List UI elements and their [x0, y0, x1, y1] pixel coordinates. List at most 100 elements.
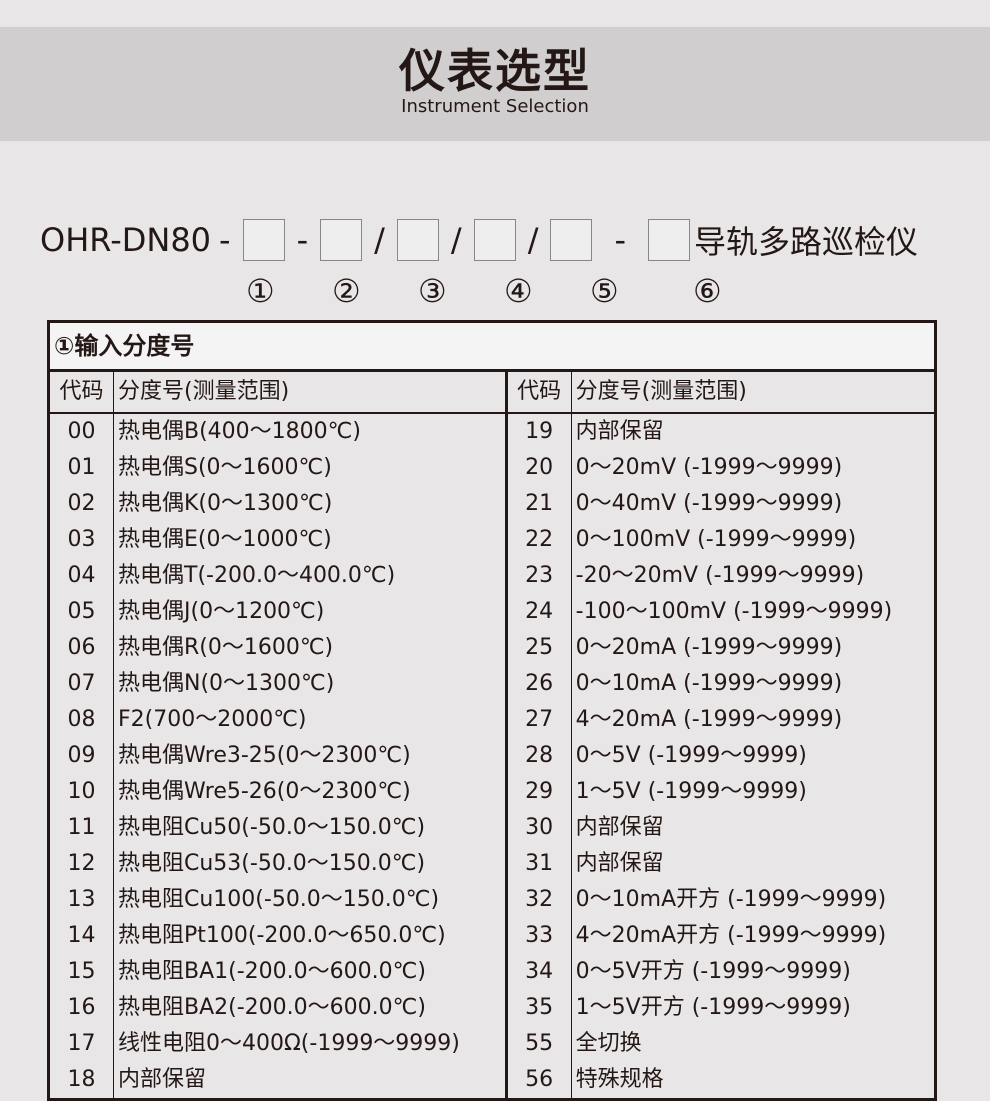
table-row: 10 热电偶Wre5-26(0～2300℃) 29 1～5V (-1999～9999) — [48, 774, 937, 810]
name-cell: 4～20mA (-1999～9999) — [570, 702, 937, 738]
table-row: 16 热电阻BA2(-200.0～600.0℃) 35 1～5V开方 (-1999～9… — [48, 990, 937, 1026]
code-cell: 32 — [505, 882, 572, 918]
header-code: 代码 — [48, 370, 114, 414]
name-cell: 内部保留 — [570, 810, 937, 846]
code-cell: 33 — [505, 918, 572, 954]
name-cell: 热电偶Wre5-26(0～2300℃) — [113, 774, 508, 810]
separator: - — [614, 221, 627, 259]
name-cell: 内部保留 — [570, 846, 937, 882]
section-header: 仪表选型 Instrument Selection — [0, 27, 990, 141]
table-row: 07 热电偶N(0～1300℃) 26 0～10mA (-1999～9999) — [48, 666, 937, 702]
code-cell: 25 — [505, 630, 572, 666]
separator: / — [374, 221, 385, 259]
code-cell: 29 — [505, 774, 572, 810]
name-cell: 热电偶N(0～1300℃) — [113, 666, 508, 702]
code-cell: 00 — [48, 413, 114, 450]
code-cell: 10 — [48, 774, 114, 810]
separator: - — [296, 221, 309, 259]
model-suffix: 导轨多路巡检仪 — [694, 223, 919, 261]
position-labels: ① ② ③ ④ ⑤ ⑥ — [0, 272, 990, 310]
code-cell: 09 — [48, 738, 114, 774]
table-row: 02 热电偶K(0～1300℃) 21 0～40mV (-1999～9999) — [48, 486, 937, 522]
code-cell: 24 — [505, 594, 572, 630]
code-cell: 30 — [505, 810, 572, 846]
code-cell: 21 — [505, 486, 572, 522]
code-cell: 06 — [48, 630, 114, 666]
model-prefix: OHR-DN80 — [40, 221, 212, 259]
code-cell: 28 — [505, 738, 572, 774]
name-cell: 热电阻BA1(-200.0～600.0℃) — [113, 954, 508, 990]
position-label: ⑥ — [693, 272, 722, 310]
table-row: 17 线性电阻0～400Ω(-1999～9999) 55 全切换 — [48, 1026, 937, 1062]
code-cell: 26 — [505, 666, 572, 702]
table-row: 13 热电阻Cu100(-50.0～150.0℃) 32 0～10mA开方 (-199… — [48, 882, 937, 918]
input-type-table: ①输入分度号 代码 分度号(测量范围) 代码 分度号(测量范围) 00 热电偶B(… — [47, 320, 937, 1101]
name-cell: 热电阻BA2(-200.0～600.0℃) — [113, 990, 508, 1026]
name-cell: 热电偶T(-200.0～400.0℃) — [113, 558, 508, 594]
name-cell: 1～5V (-1999～9999) — [570, 774, 937, 810]
name-cell: 0～20mA (-1999～9999) — [570, 630, 937, 666]
name-cell: 热电偶K(0～1300℃) — [113, 486, 508, 522]
code-cell: 35 — [505, 990, 572, 1026]
code-cell: 12 — [48, 846, 114, 882]
position-label: ⑤ — [590, 272, 619, 310]
code-cell: 31 — [505, 846, 572, 882]
name-cell: F2(700～2000℃) — [113, 702, 508, 738]
name-cell: 热电偶R(0～1600℃) — [113, 630, 508, 666]
model-code: OHR-DN80 - - / / / - 导轨多路巡检仪 — [40, 216, 918, 264]
code-cell: 19 — [505, 413, 572, 450]
name-cell: 线性电阻0～400Ω(-1999～9999) — [113, 1026, 508, 1062]
name-cell: 0～10mA (-1999～9999) — [570, 666, 937, 702]
separator: / — [527, 221, 539, 259]
name-cell: 热电偶J(0～1200℃) — [113, 594, 508, 630]
code-cell: 27 — [505, 702, 572, 738]
name-cell: 热电偶B(400～1800℃) — [113, 413, 508, 450]
position-label: ② — [332, 272, 361, 310]
name-cell: 热电阻Cu53(-50.0～150.0℃) — [113, 846, 508, 882]
header-code: 代码 — [505, 370, 572, 414]
name-cell: 0～100mV (-1999～9999) — [570, 522, 937, 558]
name-cell: 全切换 — [570, 1026, 937, 1062]
table-row: 03 热电偶E(0～1000℃) 22 0～100mV (-1999～9999) — [48, 522, 937, 558]
position-label: ④ — [504, 272, 533, 310]
separator: / — [450, 221, 462, 259]
name-cell: -20～20mV (-1999～9999) — [570, 558, 937, 594]
position-label: ③ — [418, 272, 447, 310]
code-box-4 — [473, 219, 516, 261]
name-cell: 热电阻Cu100(-50.0～150.0℃) — [113, 882, 508, 918]
code-cell: 05 — [48, 594, 114, 630]
name-cell: 0～40mV (-1999～9999) — [570, 486, 937, 522]
code-cell: 34 — [505, 954, 572, 990]
code-cell: 04 — [48, 558, 114, 594]
table-row: 09 热电偶Wre3-25(0～2300℃) 28 0～5V (-1999～9999) — [48, 738, 937, 774]
separator: - — [219, 221, 231, 259]
name-cell: -100～100mV (-1999～9999) — [570, 594, 937, 630]
name-cell: 热电偶S(0～1600℃) — [113, 450, 508, 486]
table-row: 08 F2(700～2000℃) 27 4～20mA (-1999～9999) — [48, 702, 937, 738]
name-cell: 热电阻Pt100(-200.0～650.0℃) — [113, 918, 508, 954]
section-title: 仪表选型 — [399, 44, 591, 98]
table-title: ①输入分度号 — [48, 321, 936, 372]
table-row: 06 热电偶R(0～1600℃) 25 0～20mA (-1999～9999) — [48, 630, 937, 666]
code-cell: 55 — [505, 1026, 572, 1062]
code-cell: 11 — [48, 810, 114, 846]
code-cell: 01 — [48, 450, 114, 486]
code-box-5 — [550, 219, 593, 261]
code-box-2 — [320, 219, 363, 261]
table-row: 15 热电阻BA1(-200.0～600.0℃) 34 0～5V开方 (-1999～9… — [48, 954, 937, 990]
table-row: 00 热电偶B(400～1800℃) 19 内部保留 — [48, 413, 937, 450]
code-box-1 — [242, 219, 285, 261]
table-row: 12 热电阻Cu53(-50.0～150.0℃) 31 内部保留 — [48, 846, 937, 882]
code-cell: 22 — [505, 522, 572, 558]
code-cell: 08 — [48, 702, 114, 738]
name-cell: 4～20mA开方 (-1999～9999) — [570, 918, 937, 954]
name-cell: 热电阻Cu50(-50.0～150.0℃) — [113, 810, 508, 846]
code-cell: 13 — [48, 882, 114, 918]
name-cell: 1～5V开方 (-1999～9999) — [570, 990, 937, 1026]
code-cell: 23 — [505, 558, 572, 594]
position-label: ① — [246, 272, 275, 310]
name-cell: 热电偶Wre3-25(0～2300℃) — [113, 738, 508, 774]
name-cell: 0～5V开方 (-1999～9999) — [570, 954, 937, 990]
code-cell: 07 — [48, 666, 114, 702]
code-cell: 02 — [48, 486, 114, 522]
